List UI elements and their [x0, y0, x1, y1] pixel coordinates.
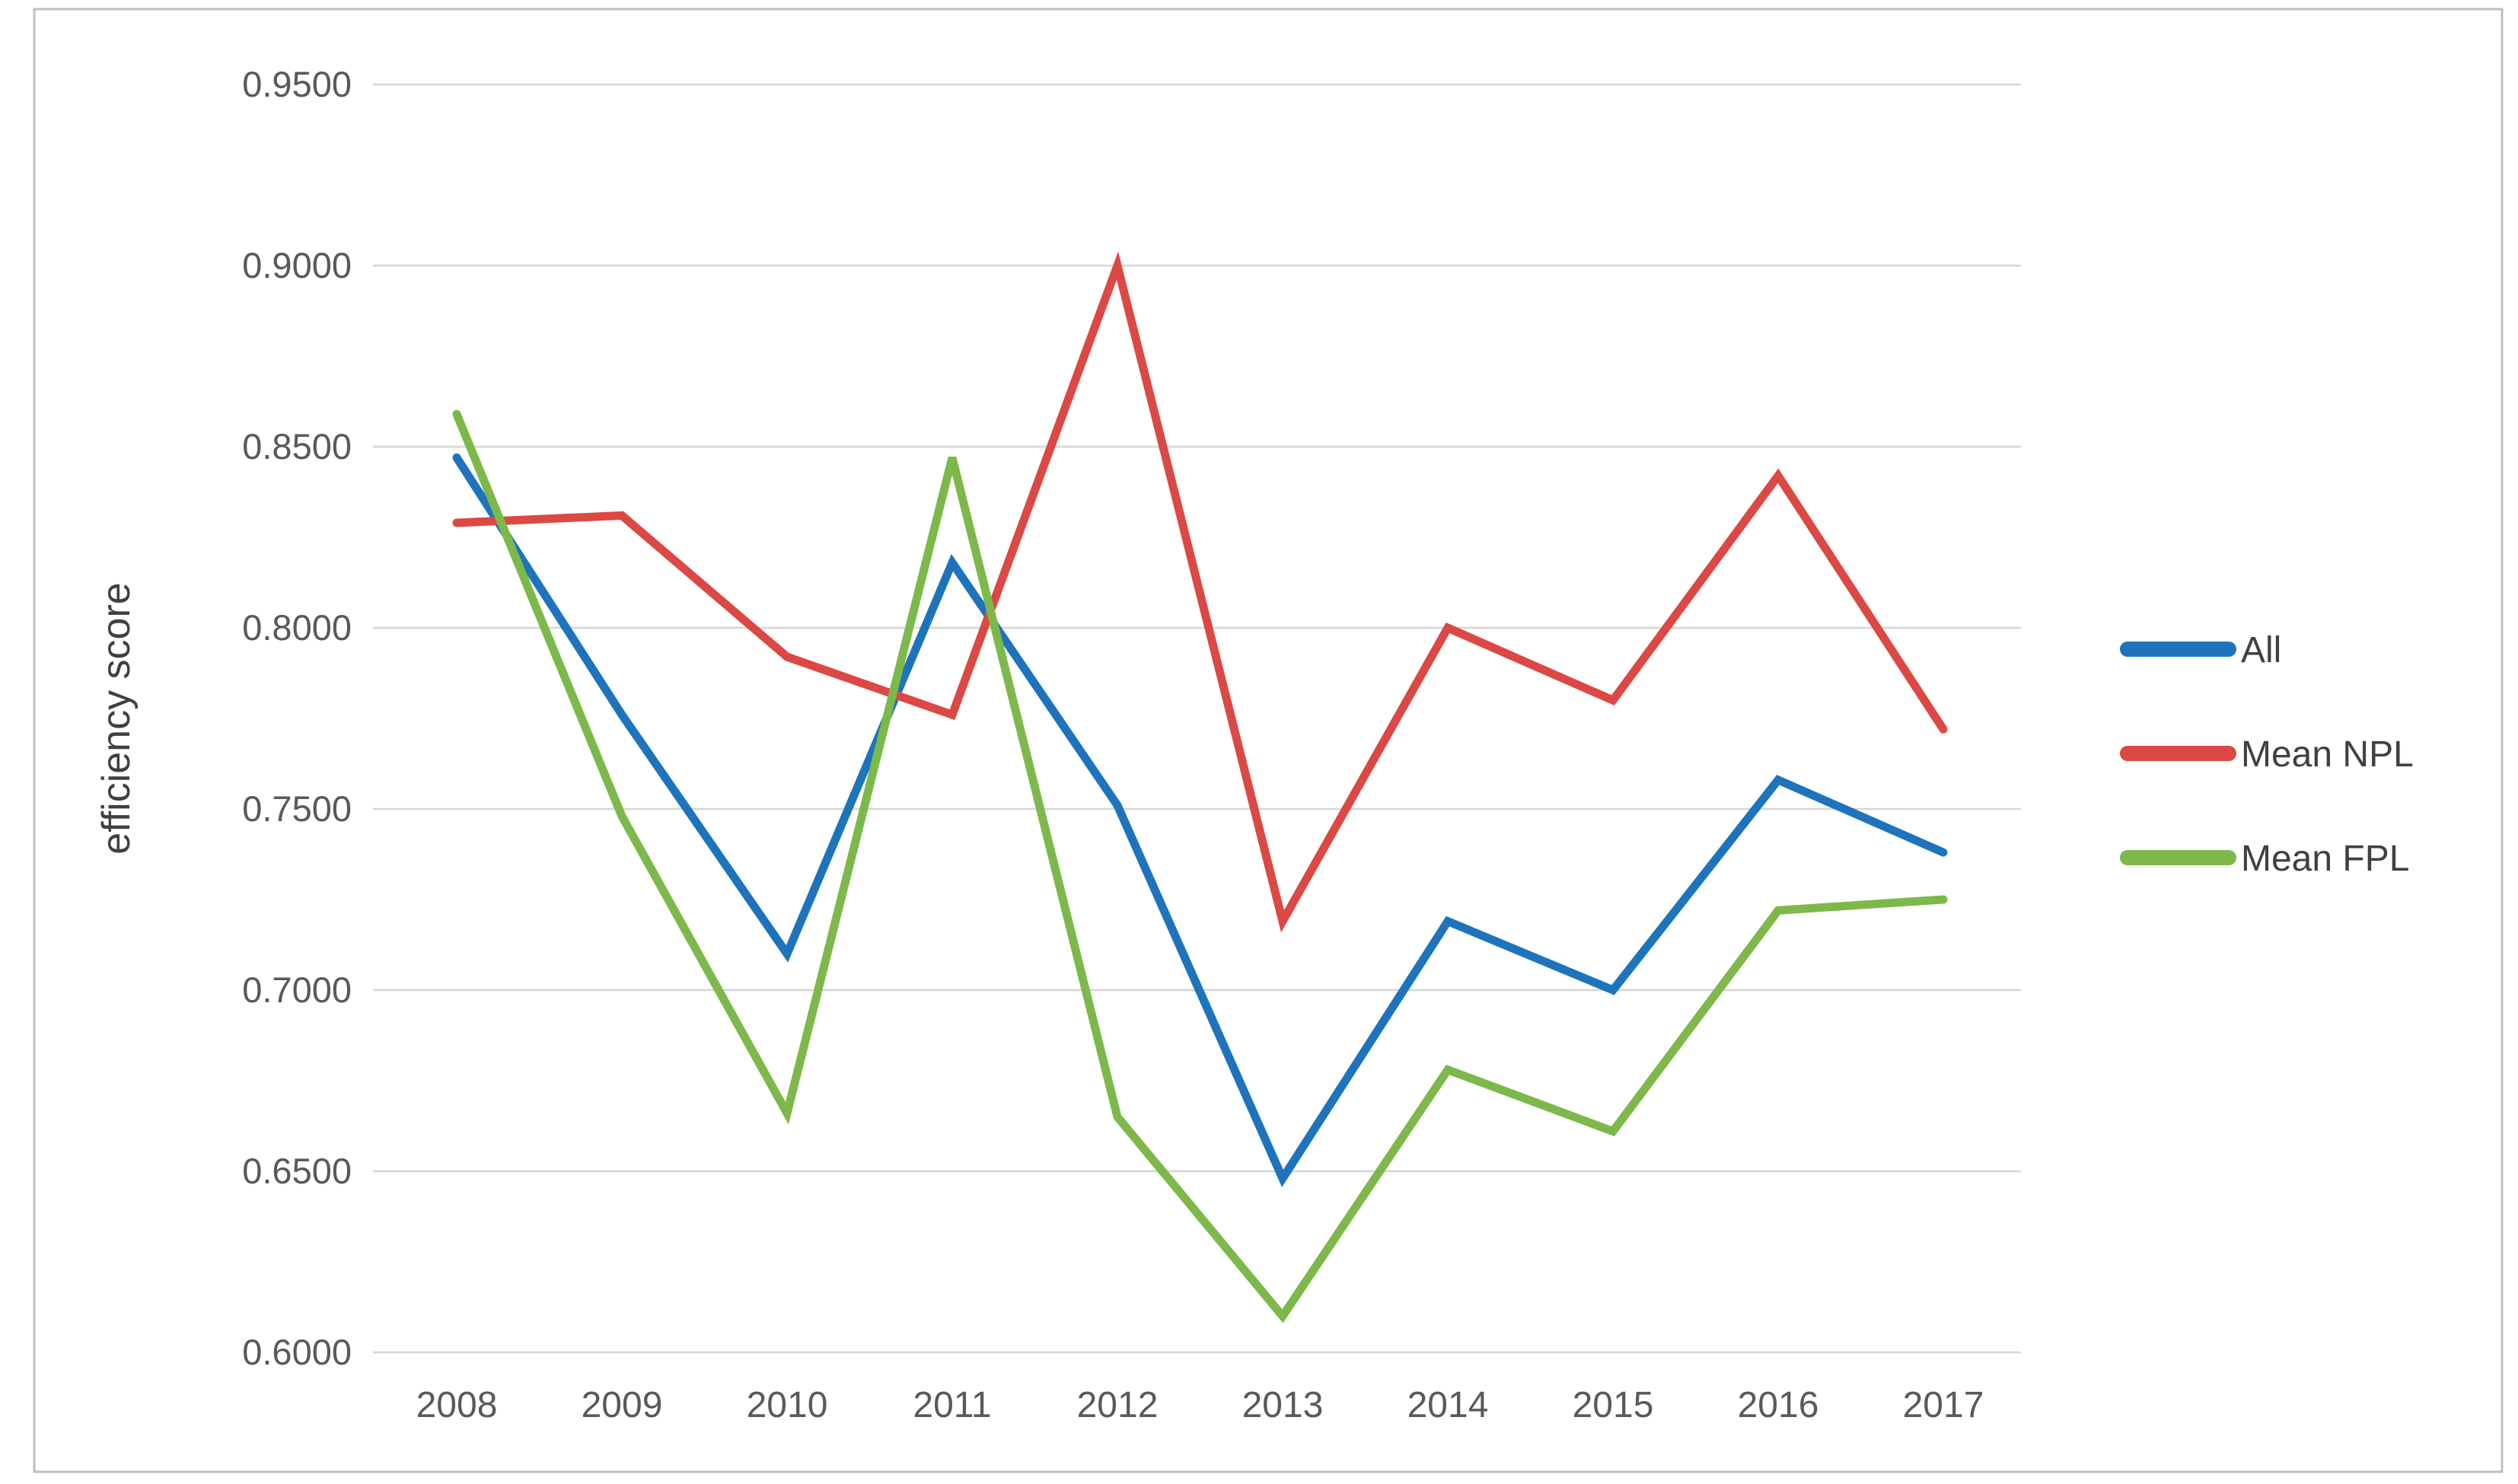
x-tick-label: 2017 [1903, 1385, 1984, 1425]
x-tick-label: 2012 [1077, 1385, 1159, 1425]
x-tick-label: 2015 [1573, 1385, 1654, 1425]
y-tick-label: 0.6000 [242, 1332, 352, 1372]
y-tick-label: 0.8000 [242, 607, 352, 648]
legend: All Mean NPL Mean FPL [2120, 630, 2414, 879]
x-tick-label: 2008 [416, 1385, 498, 1425]
chart-line-mean-fpl [452, 409, 1948, 1323]
legend-label: All [2241, 630, 2281, 670]
chart-line-all [452, 453, 1948, 1188]
legend-label: Mean NPL [2241, 734, 2414, 775]
x-tick-label: 2014 [1407, 1385, 1489, 1425]
data-series [452, 251, 1948, 1323]
x-axis-tick-labels: 2008 2009 2010 2011 2012 2013 2014 2015 2016 2017 [416, 1385, 1984, 1425]
chart-line-mean-npl [452, 251, 1948, 933]
figure-border [33, 8, 2504, 1473]
x-tick-label: 2010 [747, 1385, 828, 1425]
y-tick-label: 0.7000 [242, 970, 352, 1010]
x-tick-label: 2011 [913, 1385, 991, 1425]
y-tick-label: 0.9500 [242, 64, 352, 104]
x-tick-label: 2009 [582, 1385, 663, 1425]
y-axis-title: efficiency score [94, 582, 139, 854]
legend-entry-mean-fpl[interactable]: Mean FPL [2120, 839, 2409, 879]
legend-label: Mean FPL [2241, 839, 2409, 879]
y-tick-label: 0.8500 [242, 426, 352, 467]
x-tick-label: 2016 [1738, 1385, 1819, 1425]
y-axis-tick-labels: 0.9500 0.9000 0.8500 0.8000 0.7500 0.7000 0.65… [242, 64, 352, 1372]
legend-entry-all[interactable]: All [2120, 630, 2281, 670]
y-tick-label: 0.6500 [242, 1151, 352, 1191]
legend-entry-mean-npl[interactable]: Mean NPL [2120, 734, 2414, 775]
y-tick-label: 0.7500 [242, 788, 352, 829]
x-tick-label: 2013 [1242, 1385, 1324, 1425]
y-tick-label: 0.9000 [242, 245, 352, 285]
